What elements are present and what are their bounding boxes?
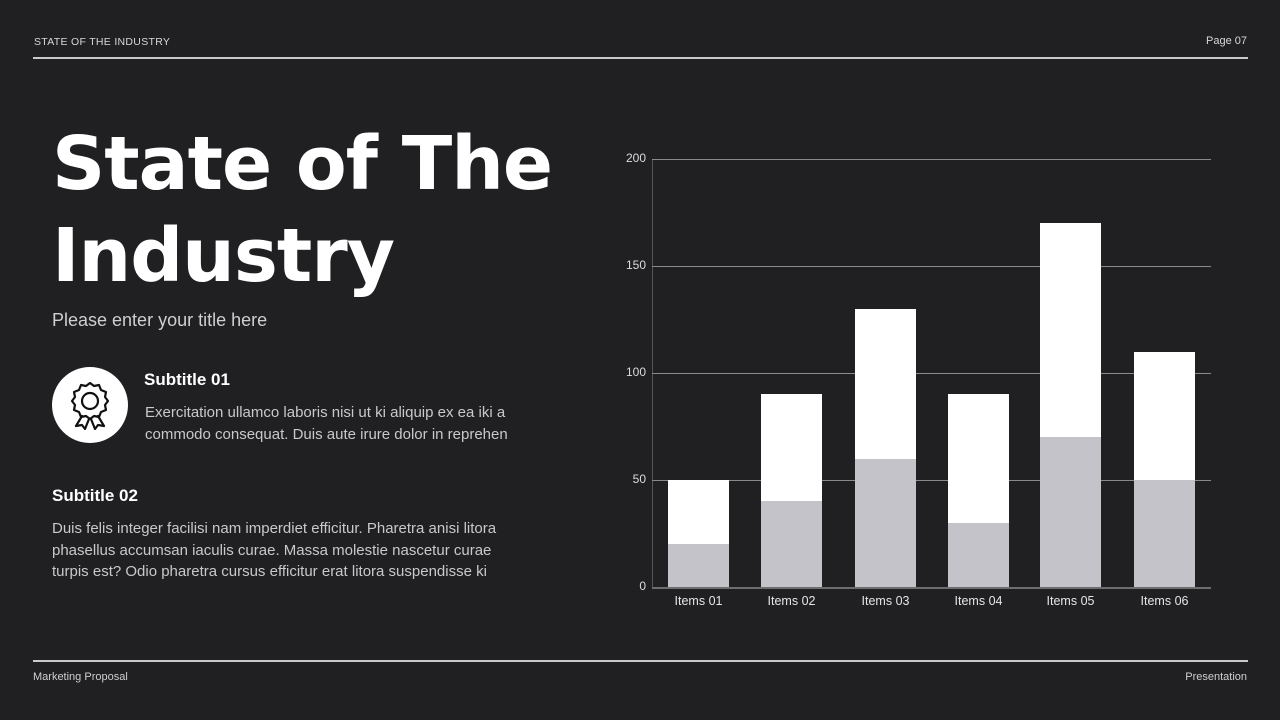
subtitle-02-body: Duis felis integer facilisi nam imperdie… (52, 518, 572, 583)
x-tick-label: Items 05 (1046, 594, 1095, 608)
bar-segment-upper (1040, 223, 1101, 438)
bar-segment-upper (948, 394, 1009, 523)
gridline (652, 266, 1211, 267)
bar-items-02 (761, 394, 822, 587)
footer-left-label: Marketing Proposal (33, 671, 128, 683)
x-tick-label: Items 01 (674, 594, 723, 608)
x-tick-label: Items 03 (861, 594, 910, 608)
x-tick-label: Items 06 (1140, 594, 1189, 608)
bar-items-03 (855, 308, 916, 587)
bar-segment-upper (761, 394, 822, 502)
subtitle-02-body-line: phasellus accumsan iaculis curae. Massa … (52, 541, 492, 559)
bar-segment-lower (1040, 437, 1101, 587)
subtitle-01-body-line: Exercitation ullamco laboris nisi ut ki … (145, 404, 506, 421)
footer-divider (33, 660, 1248, 662)
bar-segment-lower (668, 544, 729, 587)
bar-segment-lower (855, 458, 916, 587)
bar-segment-upper (1134, 351, 1195, 480)
bar-items-04 (948, 394, 1009, 587)
page-subtitle: Please enter your title here (52, 310, 268, 330)
bar-items-06 (1134, 351, 1195, 587)
bar-items-05 (1040, 223, 1101, 587)
bar-segment-lower (761, 501, 822, 587)
gridline (652, 159, 1211, 160)
x-tick-label: Items 02 (767, 594, 816, 608)
bar-segment-upper (668, 480, 729, 545)
bar-segment-lower (948, 522, 1009, 587)
page-title-line-2: Industry (52, 213, 395, 299)
bar-items-01 (668, 480, 729, 587)
gridline (652, 480, 1211, 481)
gridline (652, 373, 1211, 374)
footer-right-label: Presentation (1185, 671, 1247, 683)
header-divider (33, 57, 1248, 59)
subtitle-01-body-line: commodo consequat. Duis aute irure dolor… (145, 425, 508, 443)
bar-segment-upper (855, 308, 916, 459)
subtitle-02-body-line: turpis est? Odio pharetra cursus efficit… (52, 563, 487, 580)
y-tick-label: 100 (625, 365, 646, 379)
stacked-bar-chart: 0 50 100 150 200 Items 01 Items 02 Items 03 Item… (600, 140, 1240, 620)
subtitle-01-body: Exercitation ullamco laboris nisi ut ki … (145, 402, 575, 445)
y-tick-label: 50 (632, 472, 646, 486)
y-tick-label: 0 (639, 579, 646, 593)
page-title: State of The Industry (52, 118, 553, 302)
page-title-line-1: State of The (52, 121, 553, 207)
x-tick-label: Items 04 (954, 594, 1003, 608)
subtitle-02-heading: Subtitle 02 (52, 486, 138, 505)
header-page-number: Page 07 (1206, 35, 1247, 47)
header-section-label: STATE OF THE INDUSTRY (34, 36, 171, 48)
subtitle-02-body-line: Duis felis integer facilisi nam imperdie… (52, 520, 497, 537)
bar-segment-lower (1134, 479, 1195, 587)
y-tick-label: 200 (625, 151, 646, 165)
x-axis-line (652, 587, 1211, 589)
subtitle-01-heading: Subtitle 01 (144, 370, 230, 389)
award-icon-badge (52, 367, 128, 443)
award-ribbon-icon (70, 381, 110, 430)
y-tick-label: 150 (625, 258, 646, 272)
